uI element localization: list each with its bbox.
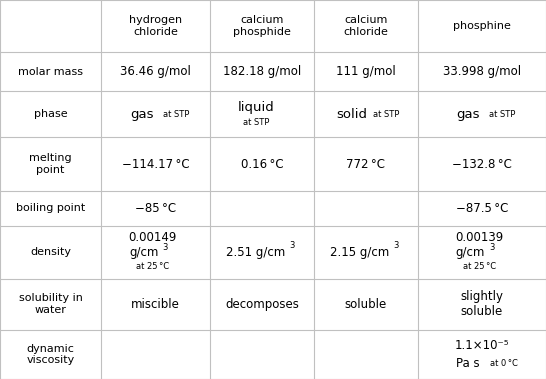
Text: slightly
soluble: slightly soluble <box>460 290 503 318</box>
Text: 3: 3 <box>489 243 494 252</box>
Text: 111 g/mol: 111 g/mol <box>336 65 396 78</box>
Text: boiling point: boiling point <box>16 204 85 213</box>
Text: solid: solid <box>337 108 367 121</box>
Text: Pa s: Pa s <box>456 357 480 370</box>
Text: at 25 °C: at 25 °C <box>136 262 169 271</box>
Text: at 25 °C: at 25 °C <box>462 262 496 271</box>
Text: phase: phase <box>34 109 67 119</box>
Text: at STP: at STP <box>489 110 516 119</box>
Text: at STP: at STP <box>373 110 400 119</box>
Text: 3: 3 <box>289 241 295 250</box>
Text: 3: 3 <box>163 243 168 252</box>
Text: 36.46 g/mol: 36.46 g/mol <box>120 65 191 78</box>
Text: density: density <box>30 247 71 257</box>
Text: miscible: miscible <box>131 298 180 311</box>
Text: 3: 3 <box>393 241 399 250</box>
Text: g/cm: g/cm <box>455 246 484 258</box>
Text: 33.998 g/mol: 33.998 g/mol <box>443 65 521 78</box>
Text: dynamic
viscosity: dynamic viscosity <box>26 344 75 365</box>
Text: 772 °C: 772 °C <box>346 158 385 171</box>
Text: g/cm: g/cm <box>129 246 158 258</box>
Text: 2.15 g/cm: 2.15 g/cm <box>330 246 389 258</box>
Text: −85 °C: −85 °C <box>135 202 176 215</box>
Text: soluble: soluble <box>345 298 387 311</box>
Text: −87.5 °C: −87.5 °C <box>456 202 508 215</box>
Text: at STP: at STP <box>244 118 270 127</box>
Text: 0.16 °C: 0.16 °C <box>241 158 283 171</box>
Text: −114.17 °C: −114.17 °C <box>122 158 189 171</box>
Text: molar mass: molar mass <box>18 67 83 77</box>
Text: melting
point: melting point <box>29 153 72 175</box>
Text: at STP: at STP <box>163 110 189 119</box>
Text: 0.00149: 0.00149 <box>129 231 177 244</box>
Text: liquid: liquid <box>238 101 275 114</box>
Text: calcium
chloride: calcium chloride <box>343 16 388 37</box>
Text: 182.18 g/mol: 182.18 g/mol <box>223 65 301 78</box>
Text: hydrogen
chloride: hydrogen chloride <box>129 16 182 37</box>
Text: calcium
phosphide: calcium phosphide <box>233 16 291 37</box>
Text: at 0 °C: at 0 °C <box>490 359 518 368</box>
Text: 1.1×10⁻⁵: 1.1×10⁻⁵ <box>455 339 509 352</box>
Text: solubility in
water: solubility in water <box>19 293 82 315</box>
Text: gas: gas <box>456 108 480 121</box>
Text: −132.8 °C: −132.8 °C <box>452 158 512 171</box>
Text: 0.00139: 0.00139 <box>455 231 503 244</box>
Text: 2.51 g/cm: 2.51 g/cm <box>226 246 285 258</box>
Text: phosphine: phosphine <box>453 21 511 31</box>
Text: gas: gas <box>130 108 154 121</box>
Text: decomposes: decomposes <box>225 298 299 311</box>
